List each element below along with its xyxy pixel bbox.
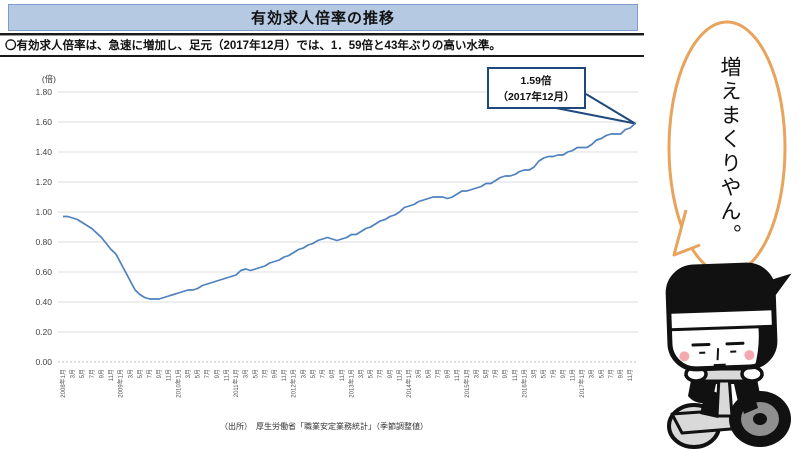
svg-text:2012年1月: 2012年1月 [290,369,298,398]
svg-text:5月: 5月 [598,369,605,378]
trend-chart: (倍) 1.80 1.60 1.40 1.20 1.00 0.80 0.60 0.40 0.20 0… [35,67,638,398]
svg-text:9月: 9月 [445,369,452,378]
svg-text:3月: 3月 [127,369,134,378]
svg-text:11月: 11月 [454,369,461,381]
svg-text:2013年1月: 2013年1月 [347,369,355,398]
svg-text:7月: 7月 [377,369,384,378]
title-bar: 有効求人倍率の推移 [8,4,638,31]
svg-text:2008年1月: 2008年1月 [59,369,67,398]
svg-text:2014年1月: 2014年1月 [405,369,413,398]
svg-text:3月: 3月 [473,369,480,378]
svg-text:1.59倍: 1.59倍 [521,74,552,87]
svg-text:9月: 9月 [618,369,625,378]
svg-text:1.00: 1.00 [35,207,52,217]
svg-text:3月: 3月 [70,369,77,378]
svg-text:11月: 11月 [281,369,288,381]
svg-text:11月: 11月 [339,369,346,381]
svg-text:1.80: 1.80 [35,87,52,97]
svg-text:7月: 7月 [320,369,327,378]
summary-text: 〇有効求人倍率は、急速に増加し、足元（2017年12月）では、1．59倍と43年… [5,40,501,52]
svg-text:7月: 7月 [262,369,269,378]
svg-text:1.20: 1.20 [35,177,52,187]
svg-text:3月: 3月 [185,369,192,378]
segway-character-illustration [665,262,792,449]
svg-text:9月: 9月 [502,369,509,378]
divider-bottom [0,55,644,57]
svg-text:3月: 3月 [358,369,365,378]
svg-text:7月: 7月 [550,369,557,378]
svg-text:11月: 11月 [223,369,230,381]
svg-text:3月: 3月 [416,369,423,378]
svg-text:7月: 7月 [435,369,442,378]
character-head [665,262,792,372]
svg-text:0.80: 0.80 [35,237,52,247]
svg-text:5月: 5月 [252,369,259,378]
svg-text:11月: 11月 [108,369,115,381]
svg-text:0.00: 0.00 [35,357,52,367]
svg-text:5月: 5月 [368,369,375,378]
svg-text:9月: 9月 [214,369,221,378]
svg-text:9月: 9月 [271,369,278,378]
svg-text:2016年1月: 2016年1月 [520,369,528,398]
page-title: 有効求人倍率の推移 [250,10,395,27]
svg-text:11月: 11月 [570,369,577,381]
svg-text:9月: 9月 [387,369,394,378]
svg-text:11月: 11月 [396,369,403,381]
svg-text:7月: 7月 [89,369,96,378]
svg-text:7月: 7月 [147,369,154,378]
svg-text:7月: 7月 [204,369,211,378]
svg-text:2009年1月: 2009年1月 [117,369,125,398]
source-note: （出所） 厚生労働省「職業安定業務統計」（季節調整値） [220,422,428,431]
svg-text:2010年1月: 2010年1月 [174,369,182,398]
svg-text:5月: 5月 [79,369,86,378]
svg-text:0.20: 0.20 [35,327,52,337]
svg-text:0.60: 0.60 [35,267,52,277]
svg-text:5月: 5月 [425,369,432,378]
svg-text:9月: 9月 [329,369,336,378]
svg-text:5月: 5月 [483,369,490,378]
svg-text:3月: 3月 [243,369,250,378]
svg-text:9月: 9月 [156,369,163,378]
svg-text:9月: 9月 [98,369,105,378]
svg-text:5月: 5月 [310,369,317,378]
svg-text:5月: 5月 [195,369,202,378]
svg-text:3月: 3月 [300,369,307,378]
svg-text:2015年1月: 2015年1月 [463,369,471,398]
svg-text:5月: 5月 [541,369,548,378]
svg-text:1.40: 1.40 [35,147,52,157]
speech-bubble-text: 増えまくりやん。 [718,56,741,248]
svg-text:5月: 5月 [137,369,144,378]
svg-text:7月: 7月 [493,369,500,378]
svg-text:2017年1月: 2017年1月 [578,369,586,398]
svg-text:1.60: 1.60 [35,117,52,127]
svg-text:3月: 3月 [589,369,596,378]
svg-text:7月: 7月 [608,369,615,378]
svg-text:11月: 11月 [512,369,519,381]
svg-text:0.40: 0.40 [35,297,52,307]
svg-text:(倍): (倍) [42,74,56,84]
divider-top [0,33,644,36]
speech-bubble-icon [667,20,787,276]
svg-text:（2017年12月）: （2017年12月） [497,90,574,103]
svg-text:3月: 3月 [531,369,538,378]
svg-text:9月: 9月 [560,369,567,378]
svg-text:2011年1月: 2011年1月 [232,369,240,397]
svg-text:11月: 11月 [166,369,173,381]
svg-text:11月: 11月 [627,369,634,381]
